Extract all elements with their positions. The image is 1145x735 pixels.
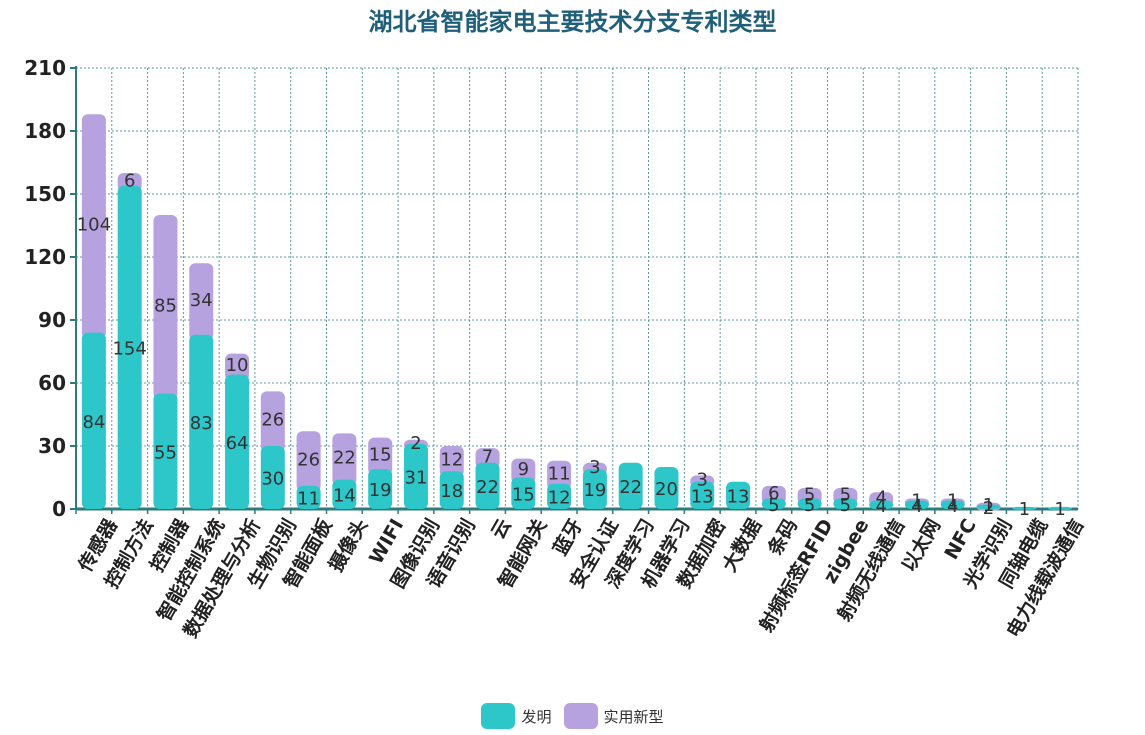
data-label-utility-17: 3 <box>697 470 708 491</box>
data-label-invention-18: 13 <box>727 486 750 507</box>
data-label-utility-20: 5 <box>804 484 815 505</box>
data-label-utility-5: 26 <box>261 410 284 431</box>
x-tick-labels: 传感器控制方法控制器智能控制系统数据处理与分析生物识别智能面板摄像头WIFI图像… <box>73 514 1088 642</box>
y-tick-label-1: 30 <box>38 434 66 458</box>
data-label-invention-11: 22 <box>476 477 499 498</box>
data-label-utility-14: 3 <box>589 457 600 478</box>
data-label-utility-10: 12 <box>440 450 463 471</box>
data-label-utility-9: 2 <box>410 433 421 454</box>
data-label-utility-8: 15 <box>369 444 392 465</box>
data-label-utility-7: 22 <box>333 448 356 469</box>
y-tick-label-5: 150 <box>24 182 66 206</box>
data-label-utility-3: 34 <box>190 290 213 311</box>
data-label-utility-11: 7 <box>482 446 493 467</box>
data-label-utility-23: 1 <box>911 491 922 512</box>
legend: 发明 实用新型 <box>0 703 1145 729</box>
data-label-utility-6: 26 <box>297 450 320 471</box>
data-label-invention-8: 19 <box>369 480 392 501</box>
data-label-utility-1: 6 <box>124 170 135 191</box>
legend-label-invention: 发明 <box>521 706 551 727</box>
data-label-invention-6: 11 <box>297 488 320 509</box>
data-label-invention-27: 1 <box>1054 499 1065 520</box>
legend-item-invention[interactable]: 发明 <box>481 703 551 729</box>
data-label-invention-14: 19 <box>583 480 606 501</box>
data-label-invention-1: 154 <box>112 338 146 359</box>
data-label-invention-3: 83 <box>190 413 213 434</box>
data-label-utility-2: 85 <box>154 295 177 316</box>
legend-label-utility-model: 实用新型 <box>604 706 664 727</box>
y-tick-label-0: 0 <box>52 497 66 521</box>
data-label-utility-19: 6 <box>768 483 779 504</box>
y-tick-labels: 0 30 60 90 120 150 180 210 <box>24 56 66 521</box>
y-tick-label-2: 60 <box>38 371 66 395</box>
data-label-invention-2: 55 <box>154 442 177 463</box>
data-label-invention-15: 22 <box>619 477 642 498</box>
data-label-invention-9: 31 <box>405 467 428 488</box>
data-label-invention-7: 14 <box>333 485 356 506</box>
legend-item-utility-model[interactable]: 实用新型 <box>564 703 664 729</box>
data-label-invention-26: 1 <box>1019 499 1030 520</box>
data-label-utility-25: 1 <box>983 495 994 516</box>
y-tick-label-7: 210 <box>24 56 66 80</box>
data-label-invention-13: 12 <box>548 487 571 508</box>
y-tick-label-4: 120 <box>24 245 66 269</box>
data-label-invention-5: 30 <box>261 469 284 490</box>
data-label-invention-12: 15 <box>512 484 535 505</box>
data-label-utility-24: 1 <box>947 491 958 512</box>
data-label-utility-21: 5 <box>840 484 851 505</box>
data-label-invention-0: 84 <box>82 412 105 433</box>
data-label-utility-12: 9 <box>518 459 529 480</box>
data-label-invention-10: 18 <box>440 481 463 502</box>
axes <box>70 66 1078 514</box>
stacked-bar-chart: 0306090120150180210 84104154655858334641… <box>0 0 1145 700</box>
data-label-utility-13: 11 <box>548 463 571 484</box>
legend-swatch-invention <box>481 703 515 729</box>
data-label-utility-0: 104 <box>77 214 111 235</box>
x-tick-label-11: 云 <box>487 515 516 542</box>
data-label-invention-16: 20 <box>655 479 678 500</box>
legend-swatch-utility-model <box>564 703 598 729</box>
y-tick-label-3: 90 <box>38 308 66 332</box>
data-label-invention-4: 64 <box>226 433 249 454</box>
y-tick-label-6: 180 <box>24 119 66 143</box>
data-label-utility-4: 10 <box>226 355 249 376</box>
data-label-utility-22: 4 <box>875 487 886 508</box>
